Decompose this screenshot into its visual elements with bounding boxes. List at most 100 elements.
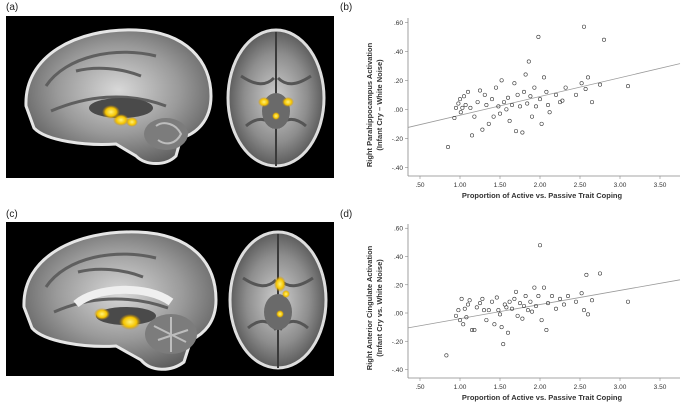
data-point xyxy=(444,353,449,358)
data-point xyxy=(582,24,587,29)
data-point xyxy=(520,316,525,321)
data-point xyxy=(486,121,491,126)
data-point xyxy=(482,92,487,97)
data-point xyxy=(452,116,457,121)
data-point xyxy=(542,285,547,290)
data-point xyxy=(522,303,527,308)
data-point xyxy=(558,296,563,301)
scatter-svg-d: Right Anterior Cingulate Activation (Inf… xyxy=(365,224,681,402)
data-point xyxy=(454,313,459,318)
data-point xyxy=(532,285,537,290)
x-axis-label: Proportion of Active vs. Passive Trait C… xyxy=(462,191,623,200)
data-point xyxy=(520,130,525,135)
data-point xyxy=(494,85,499,90)
data-point xyxy=(554,92,559,97)
x-tick-label: 3.50 xyxy=(654,384,667,391)
data-point xyxy=(536,34,541,39)
data-point xyxy=(586,75,591,80)
data-point xyxy=(523,294,528,299)
brain-image-panel-c xyxy=(6,222,334,376)
data-point xyxy=(456,101,461,106)
y-tick-label: -.40 xyxy=(392,367,404,374)
y-axis-label-line2: (Infant Cry – White Noise) xyxy=(375,59,384,151)
data-point xyxy=(602,37,607,42)
brain-images-c xyxy=(22,230,328,371)
x-tick-label: 2.50 xyxy=(574,182,587,189)
data-point xyxy=(515,313,520,318)
data-point xyxy=(598,271,603,276)
data-point xyxy=(528,94,533,99)
y-tick-label: -.20 xyxy=(392,136,404,143)
x-tick-label: 2.00 xyxy=(534,182,547,189)
data-point xyxy=(458,318,463,323)
data-point xyxy=(506,95,511,100)
brain-images-a xyxy=(24,28,326,168)
regression-line xyxy=(407,279,681,329)
data-point xyxy=(579,81,584,86)
data-point xyxy=(472,114,477,119)
data-point xyxy=(499,325,504,330)
data-point xyxy=(462,94,467,99)
data-point xyxy=(504,107,509,112)
data-point xyxy=(468,105,473,110)
data-point xyxy=(507,118,512,123)
scatter-svg-b: Right Parahippocampus Activation (Infant… xyxy=(365,18,681,200)
data-point xyxy=(512,296,517,301)
data-point xyxy=(475,100,480,105)
data-point xyxy=(590,298,595,303)
data-point xyxy=(458,110,463,115)
data-point xyxy=(547,110,552,115)
data-point xyxy=(478,88,483,93)
data-point xyxy=(544,89,549,94)
data-point xyxy=(510,102,515,107)
x-tick-label: 2.00 xyxy=(534,384,547,391)
data-point xyxy=(480,296,485,301)
regression-line xyxy=(407,63,681,128)
data-point xyxy=(526,59,531,64)
data-point xyxy=(625,84,630,89)
panel-label-c: (c) xyxy=(6,209,18,220)
x-tick-label: 3.00 xyxy=(614,384,627,391)
data-point xyxy=(586,312,591,317)
data-point xyxy=(498,111,503,116)
data-point xyxy=(563,85,568,90)
data-point xyxy=(496,104,501,109)
data-point xyxy=(522,89,527,94)
data-point xyxy=(514,129,519,134)
x-axis-label: Proportion of Active vs. Passive Trait C… xyxy=(462,393,623,402)
y-tick-label: .20 xyxy=(394,282,403,289)
data-point xyxy=(534,104,539,109)
data-point xyxy=(490,97,495,102)
data-point xyxy=(512,81,517,86)
data-point xyxy=(478,301,483,306)
axial-brain-c xyxy=(228,230,328,370)
y-axis-label-line2: (Infant Cry vs. White Noise) xyxy=(375,259,384,357)
panel-label-a: (a) xyxy=(6,2,19,13)
sagittal-brain-a xyxy=(24,28,213,165)
data-point xyxy=(518,104,523,109)
data-point xyxy=(467,298,472,303)
data-point xyxy=(490,299,495,304)
x-tick-label: .50 xyxy=(415,182,424,189)
data-point xyxy=(536,294,541,299)
data-point xyxy=(494,295,499,300)
data-point xyxy=(499,78,504,83)
data-point xyxy=(525,101,530,106)
data-point xyxy=(502,100,507,105)
data-point xyxy=(579,291,584,296)
data-point xyxy=(446,145,451,150)
data-point xyxy=(530,309,535,314)
data-point xyxy=(456,308,461,313)
data-point xyxy=(466,89,471,94)
data-point xyxy=(459,296,464,301)
data-point xyxy=(498,312,503,317)
x-tick-label: 3.00 xyxy=(614,182,627,189)
x-tick-label: 1.00 xyxy=(454,384,467,391)
data-point xyxy=(507,299,512,304)
y-axis-label-line1: Right Parahippocampus Activation xyxy=(365,42,374,167)
brain-image-panel-a xyxy=(6,16,334,178)
y-tick-label: .00 xyxy=(394,107,403,114)
data-point xyxy=(528,299,533,304)
data-point xyxy=(546,301,551,306)
data-point xyxy=(454,105,459,110)
